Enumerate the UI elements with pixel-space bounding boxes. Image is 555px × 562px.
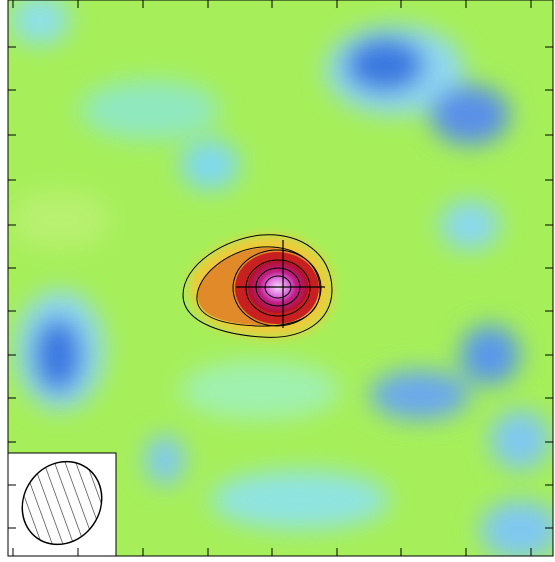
page	[0, 0, 555, 562]
radio-map	[0, 0, 555, 562]
beam-box	[6, 446, 118, 560]
